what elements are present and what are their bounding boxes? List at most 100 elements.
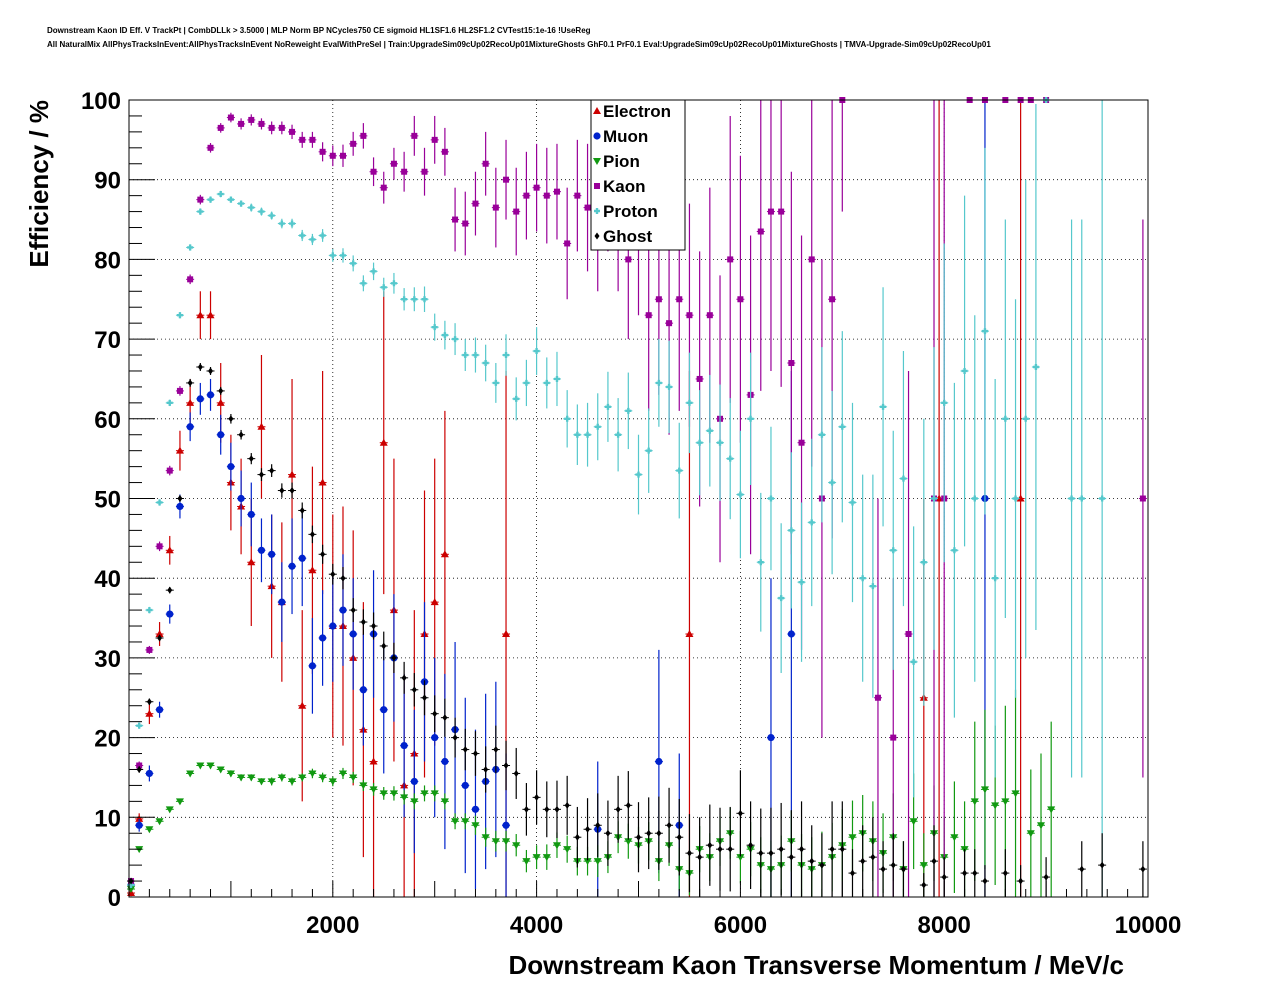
data-point (420, 785, 429, 802)
data-point (1001, 219, 1010, 619)
data-point (665, 340, 674, 434)
data-point (461, 339, 470, 371)
data-point (899, 841, 908, 897)
legend-label: Proton (603, 202, 658, 221)
data-point (267, 777, 276, 786)
data-point (349, 578, 358, 690)
data-point (828, 801, 837, 897)
data-point (430, 695, 439, 733)
data-point (308, 131, 317, 148)
data-point (481, 131, 490, 196)
data-point (848, 402, 857, 603)
data-point (563, 835, 572, 863)
data-point (379, 291, 388, 595)
chart-title-line-2: All NaturalMix AllPhysTracksInEvent:AllP… (47, 40, 991, 49)
data-point (471, 171, 480, 236)
y-tick-label: 90 (94, 168, 121, 195)
data-point (603, 800, 612, 866)
data-point (873, 498, 882, 897)
data-point (461, 191, 470, 256)
data-point (970, 849, 979, 897)
data-point (155, 541, 164, 552)
data-point (389, 786, 398, 801)
data-point (766, 807, 775, 897)
data-point (186, 378, 195, 387)
data-point (440, 410, 449, 698)
data-point (889, 430, 898, 670)
data-point (277, 773, 286, 782)
data-point (1138, 219, 1147, 778)
data-point (186, 244, 195, 251)
x-axis-title: Downstream Kaon Transverse Momentum / Me… (508, 950, 1124, 980)
legend-item-muon: Muon (593, 127, 648, 146)
data-point (502, 334, 511, 376)
data-point (247, 453, 256, 465)
data-point (675, 798, 684, 876)
legend-label: Ghost (603, 227, 652, 246)
data-point (502, 139, 511, 220)
data-point (338, 567, 347, 590)
x-tick-label: 10000 (1115, 912, 1182, 939)
series-proton (127, 97, 1107, 897)
data-point (298, 510, 307, 607)
data-point (471, 815, 480, 835)
data-point (298, 773, 307, 782)
data-point (573, 404, 582, 466)
data-point (410, 115, 419, 156)
y-tick-label: 80 (94, 247, 121, 274)
data-point (716, 384, 725, 501)
data-point (165, 465, 174, 476)
data-point (420, 680, 429, 716)
data-point (359, 275, 368, 292)
data-point (196, 291, 205, 340)
data-point (145, 645, 154, 654)
data-point (216, 190, 225, 198)
data-point (369, 157, 378, 187)
x-tick-label: 4000 (510, 912, 563, 939)
data-point (389, 272, 398, 294)
data-point (288, 482, 297, 499)
data-point (420, 286, 429, 313)
data-point (267, 464, 276, 477)
data-point (614, 398, 623, 472)
data-point (237, 429, 246, 440)
data-point (899, 351, 908, 607)
data-point (318, 544, 327, 564)
data-point (552, 351, 561, 407)
data-point (542, 147, 551, 244)
data-point (654, 339, 663, 427)
data-point (206, 143, 215, 153)
data-point (267, 514, 276, 595)
data-point (237, 200, 246, 207)
data-point (175, 798, 184, 806)
data-point (318, 590, 327, 686)
data-point (400, 790, 409, 805)
data-point (247, 114, 256, 126)
data-point (430, 313, 439, 341)
data-point (583, 798, 592, 861)
data-point (288, 124, 297, 140)
data-point (685, 352, 694, 454)
data-point (237, 118, 246, 130)
data-point (359, 609, 368, 635)
x-tick-label: 8000 (918, 912, 971, 939)
data-point (685, 814, 694, 893)
data-point (216, 386, 225, 395)
data-point (1067, 219, 1076, 778)
data-point (369, 262, 378, 281)
data-point (491, 363, 500, 403)
data-point (542, 844, 551, 870)
data-point (440, 793, 449, 810)
data-point (410, 287, 419, 312)
data-point (288, 777, 297, 786)
data-point (481, 827, 490, 847)
legend-label: Pion (603, 152, 640, 171)
data-point (736, 430, 745, 559)
data-point (196, 382, 205, 415)
data-point (430, 115, 439, 164)
data-point (858, 474, 867, 682)
data-point (298, 610, 307, 802)
data-point (726, 115, 735, 403)
data-point (807, 100, 816, 467)
legend: Electron Muon Pion Kaon Proton Ghost (590, 99, 686, 251)
